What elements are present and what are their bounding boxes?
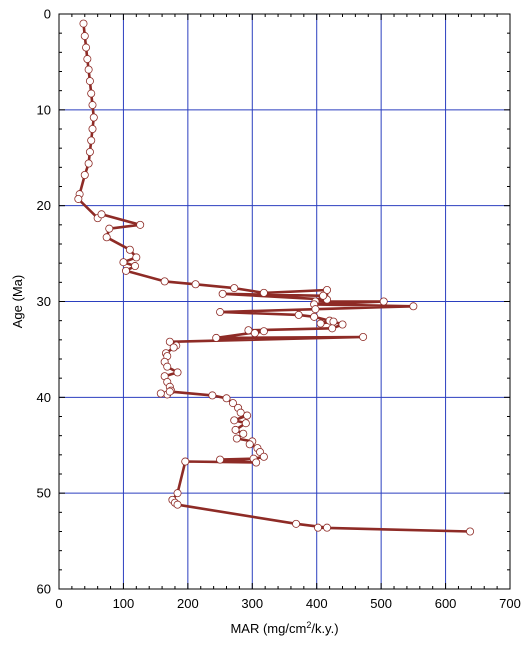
data-point <box>232 434 241 443</box>
data-point <box>241 419 250 428</box>
data-point <box>191 280 200 289</box>
data-point <box>328 324 337 333</box>
data-point <box>173 489 182 498</box>
data-point <box>218 289 227 298</box>
x-tick-label: 500 <box>370 596 392 611</box>
data-point <box>163 362 172 371</box>
x-tick-label: 700 <box>499 596 521 611</box>
data-point <box>74 194 83 203</box>
data-point <box>125 245 134 254</box>
data-point <box>84 65 93 74</box>
axis-ticks: 0 100 200 300 400 500 600 700 0 10 20 30 40 50 60 <box>37 7 521 612</box>
data-point <box>80 32 89 41</box>
x-tick-label: 100 <box>113 596 135 611</box>
data-point <box>466 527 475 536</box>
x-tick-label: 600 <box>435 596 457 611</box>
data-point <box>294 310 303 319</box>
y-axis-title: Age (Ma) <box>10 275 25 328</box>
x-tick-label: 0 <box>55 596 62 611</box>
data-point <box>222 394 231 403</box>
x-tick-label: 200 <box>177 596 199 611</box>
data-point <box>239 429 248 438</box>
data-point <box>119 258 128 267</box>
data-point <box>359 332 368 341</box>
grid <box>59 14 510 589</box>
data-point <box>243 411 252 420</box>
mar-series <box>74 19 475 536</box>
data-point <box>156 389 165 398</box>
data-point <box>292 519 301 528</box>
y-tick-label: 20 <box>37 198 51 213</box>
data-point <box>80 170 89 179</box>
data-point <box>379 297 388 306</box>
y-tick-label: 40 <box>37 390 51 405</box>
data-point <box>84 159 93 168</box>
x-tick-label: 300 <box>241 596 263 611</box>
data-point <box>244 326 253 335</box>
data-point <box>329 317 338 326</box>
data-point <box>409 302 418 311</box>
x-tick-label: 400 <box>306 596 328 611</box>
data-point <box>323 285 332 294</box>
data-point <box>122 266 131 275</box>
data-point <box>181 457 190 466</box>
data-point <box>173 368 182 377</box>
y-tick-label: 60 <box>37 582 51 597</box>
data-point <box>231 425 240 434</box>
data-point <box>165 387 174 396</box>
y-tick-label: 10 <box>37 102 51 117</box>
data-point <box>131 262 140 271</box>
data-point <box>259 288 268 297</box>
data-point <box>323 523 332 532</box>
data-point <box>87 89 96 98</box>
data-point <box>169 343 178 352</box>
data-point <box>79 19 88 28</box>
data-point <box>316 319 325 328</box>
data-point <box>208 391 217 400</box>
data-point <box>173 500 182 509</box>
data-point <box>160 277 169 286</box>
data-point <box>97 210 106 219</box>
data-point <box>230 284 239 293</box>
data-point <box>259 452 268 461</box>
data-point <box>88 125 97 134</box>
data-point <box>212 333 221 342</box>
data-point <box>310 312 319 321</box>
data-point <box>102 233 111 242</box>
data-point <box>82 43 91 52</box>
data-point <box>250 329 259 338</box>
data-point <box>132 253 141 262</box>
data-point <box>230 416 239 425</box>
data-point <box>252 458 261 467</box>
data-point <box>88 101 97 110</box>
data-point <box>319 291 328 300</box>
y-tick-label: 0 <box>44 7 51 22</box>
data-point <box>314 523 323 532</box>
data-point <box>105 224 114 233</box>
data-point <box>259 327 268 336</box>
y-tick-label: 30 <box>37 294 51 309</box>
data-point <box>245 440 254 449</box>
data-point <box>89 113 98 122</box>
data-point <box>236 408 245 417</box>
data-point <box>311 305 320 314</box>
series-line <box>77 23 471 533</box>
data-point <box>338 320 347 329</box>
data-point <box>85 77 94 86</box>
data-point <box>216 308 225 317</box>
data-point <box>216 455 225 464</box>
data-point <box>85 147 94 156</box>
x-axis-title: MAR (mg/cm2/k.y.) <box>230 620 338 636</box>
data-point <box>136 220 145 229</box>
data-point <box>87 136 96 145</box>
data-point <box>228 399 237 408</box>
y-tick-label: 50 <box>37 486 51 501</box>
data-point <box>83 55 92 64</box>
data-point <box>165 337 174 346</box>
